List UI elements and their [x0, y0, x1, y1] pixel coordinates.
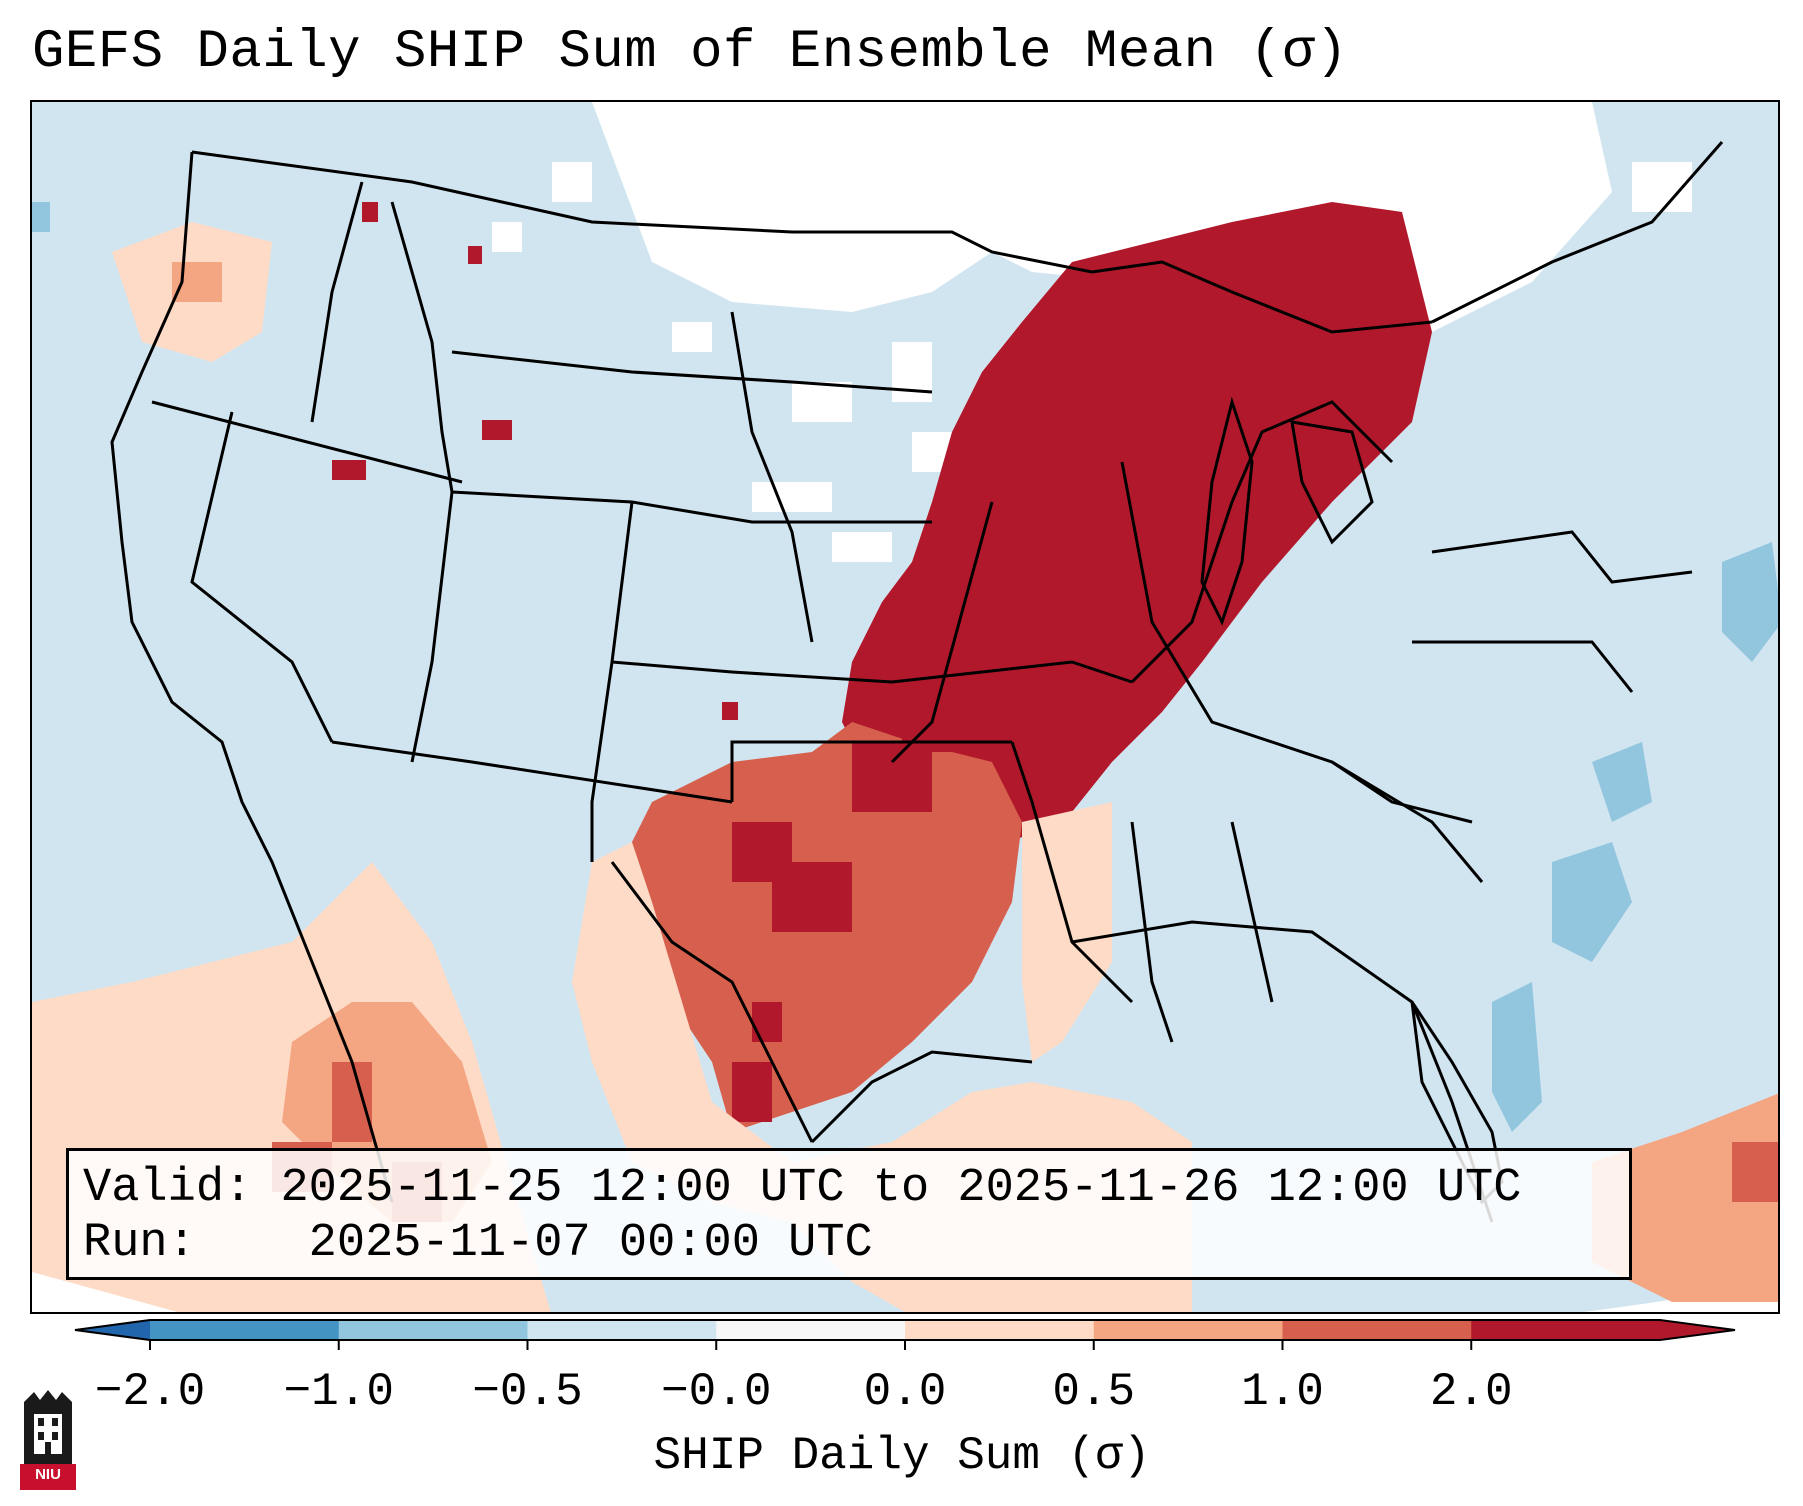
shaded-map: [32, 102, 1778, 1312]
niu-logo-icon: [20, 1390, 76, 1490]
map-title: GEFS Daily SHIP Sum of Ensemble Mean (σ): [32, 22, 1349, 83]
scattered-cells: [332, 202, 738, 720]
colorbar-bin: [716, 1320, 906, 1340]
map-panel: [30, 100, 1780, 1314]
colorbar-outline: [74, 1319, 1736, 1341]
colorbar-ticks: [149, 1340, 1473, 1350]
run-line: Run: 2025-11-07 00:00 UTC: [83, 1216, 1615, 1271]
run-label: Run:: [83, 1217, 196, 1270]
valid-line: Valid: 2025-11-25 12:00 UTC to 2025-11-2…: [83, 1161, 1615, 1216]
colorbar-extend-low: [75, 1320, 150, 1340]
colorbar-bin: [338, 1320, 528, 1340]
colorbar-label: SHIP Daily Sum (σ): [653, 1430, 1151, 1482]
valid-value: 2025-11-25 12:00 UTC to 2025-11-26 12:00…: [280, 1162, 1522, 1215]
colorbar-bin: [1093, 1320, 1283, 1340]
region-pnw-cell: [172, 262, 222, 302]
colorbar-tick-label: 0.5: [1052, 1366, 1136, 1418]
colorbar-tick-label: −2.0: [94, 1366, 206, 1418]
atlantic-negative: [32, 202, 1778, 1132]
region-caribbean: [1592, 1093, 1778, 1302]
region-caribbean-dark: [1732, 1142, 1778, 1202]
lake-michigan: [1200, 396, 1254, 626]
region-plains-dark: [732, 702, 962, 1122]
colorbar-bin: [905, 1320, 1095, 1340]
us-canada-border: [191, 150, 1433, 334]
west-coast: [110, 151, 394, 1203]
colorbar-bin: [150, 1320, 340, 1340]
colorbar-tick-label: 2.0: [1429, 1366, 1513, 1418]
colorbar-tick-label: −0.5: [472, 1366, 583, 1418]
logo-text: NIU: [35, 1466, 61, 1483]
lake-huron: [1290, 420, 1374, 545]
run-value: 2025-11-07 00:00 UTC: [308, 1217, 873, 1270]
region-upper-midwest: [842, 202, 1432, 862]
region-gulf-east: [1022, 802, 1112, 1062]
colorbar-bins: [74, 1319, 1736, 1341]
valid-run-info-box: Valid: 2025-11-25 12:00 UTC to 2025-11-2…: [66, 1148, 1632, 1280]
colorbar-tick-label: −0.0: [661, 1366, 772, 1418]
colorbar-bin: [527, 1320, 717, 1340]
colorbar-extend-high: [1660, 1320, 1735, 1340]
colorbar-tick-label: 0.0: [863, 1366, 947, 1418]
colorbar-bin: [1282, 1320, 1472, 1340]
colorbar-tick-label: 1.0: [1241, 1366, 1324, 1418]
valid-label: Valid:: [83, 1162, 253, 1215]
colorbar-tick-label: −1.0: [283, 1366, 394, 1418]
colorbar-bin: [1471, 1320, 1661, 1340]
